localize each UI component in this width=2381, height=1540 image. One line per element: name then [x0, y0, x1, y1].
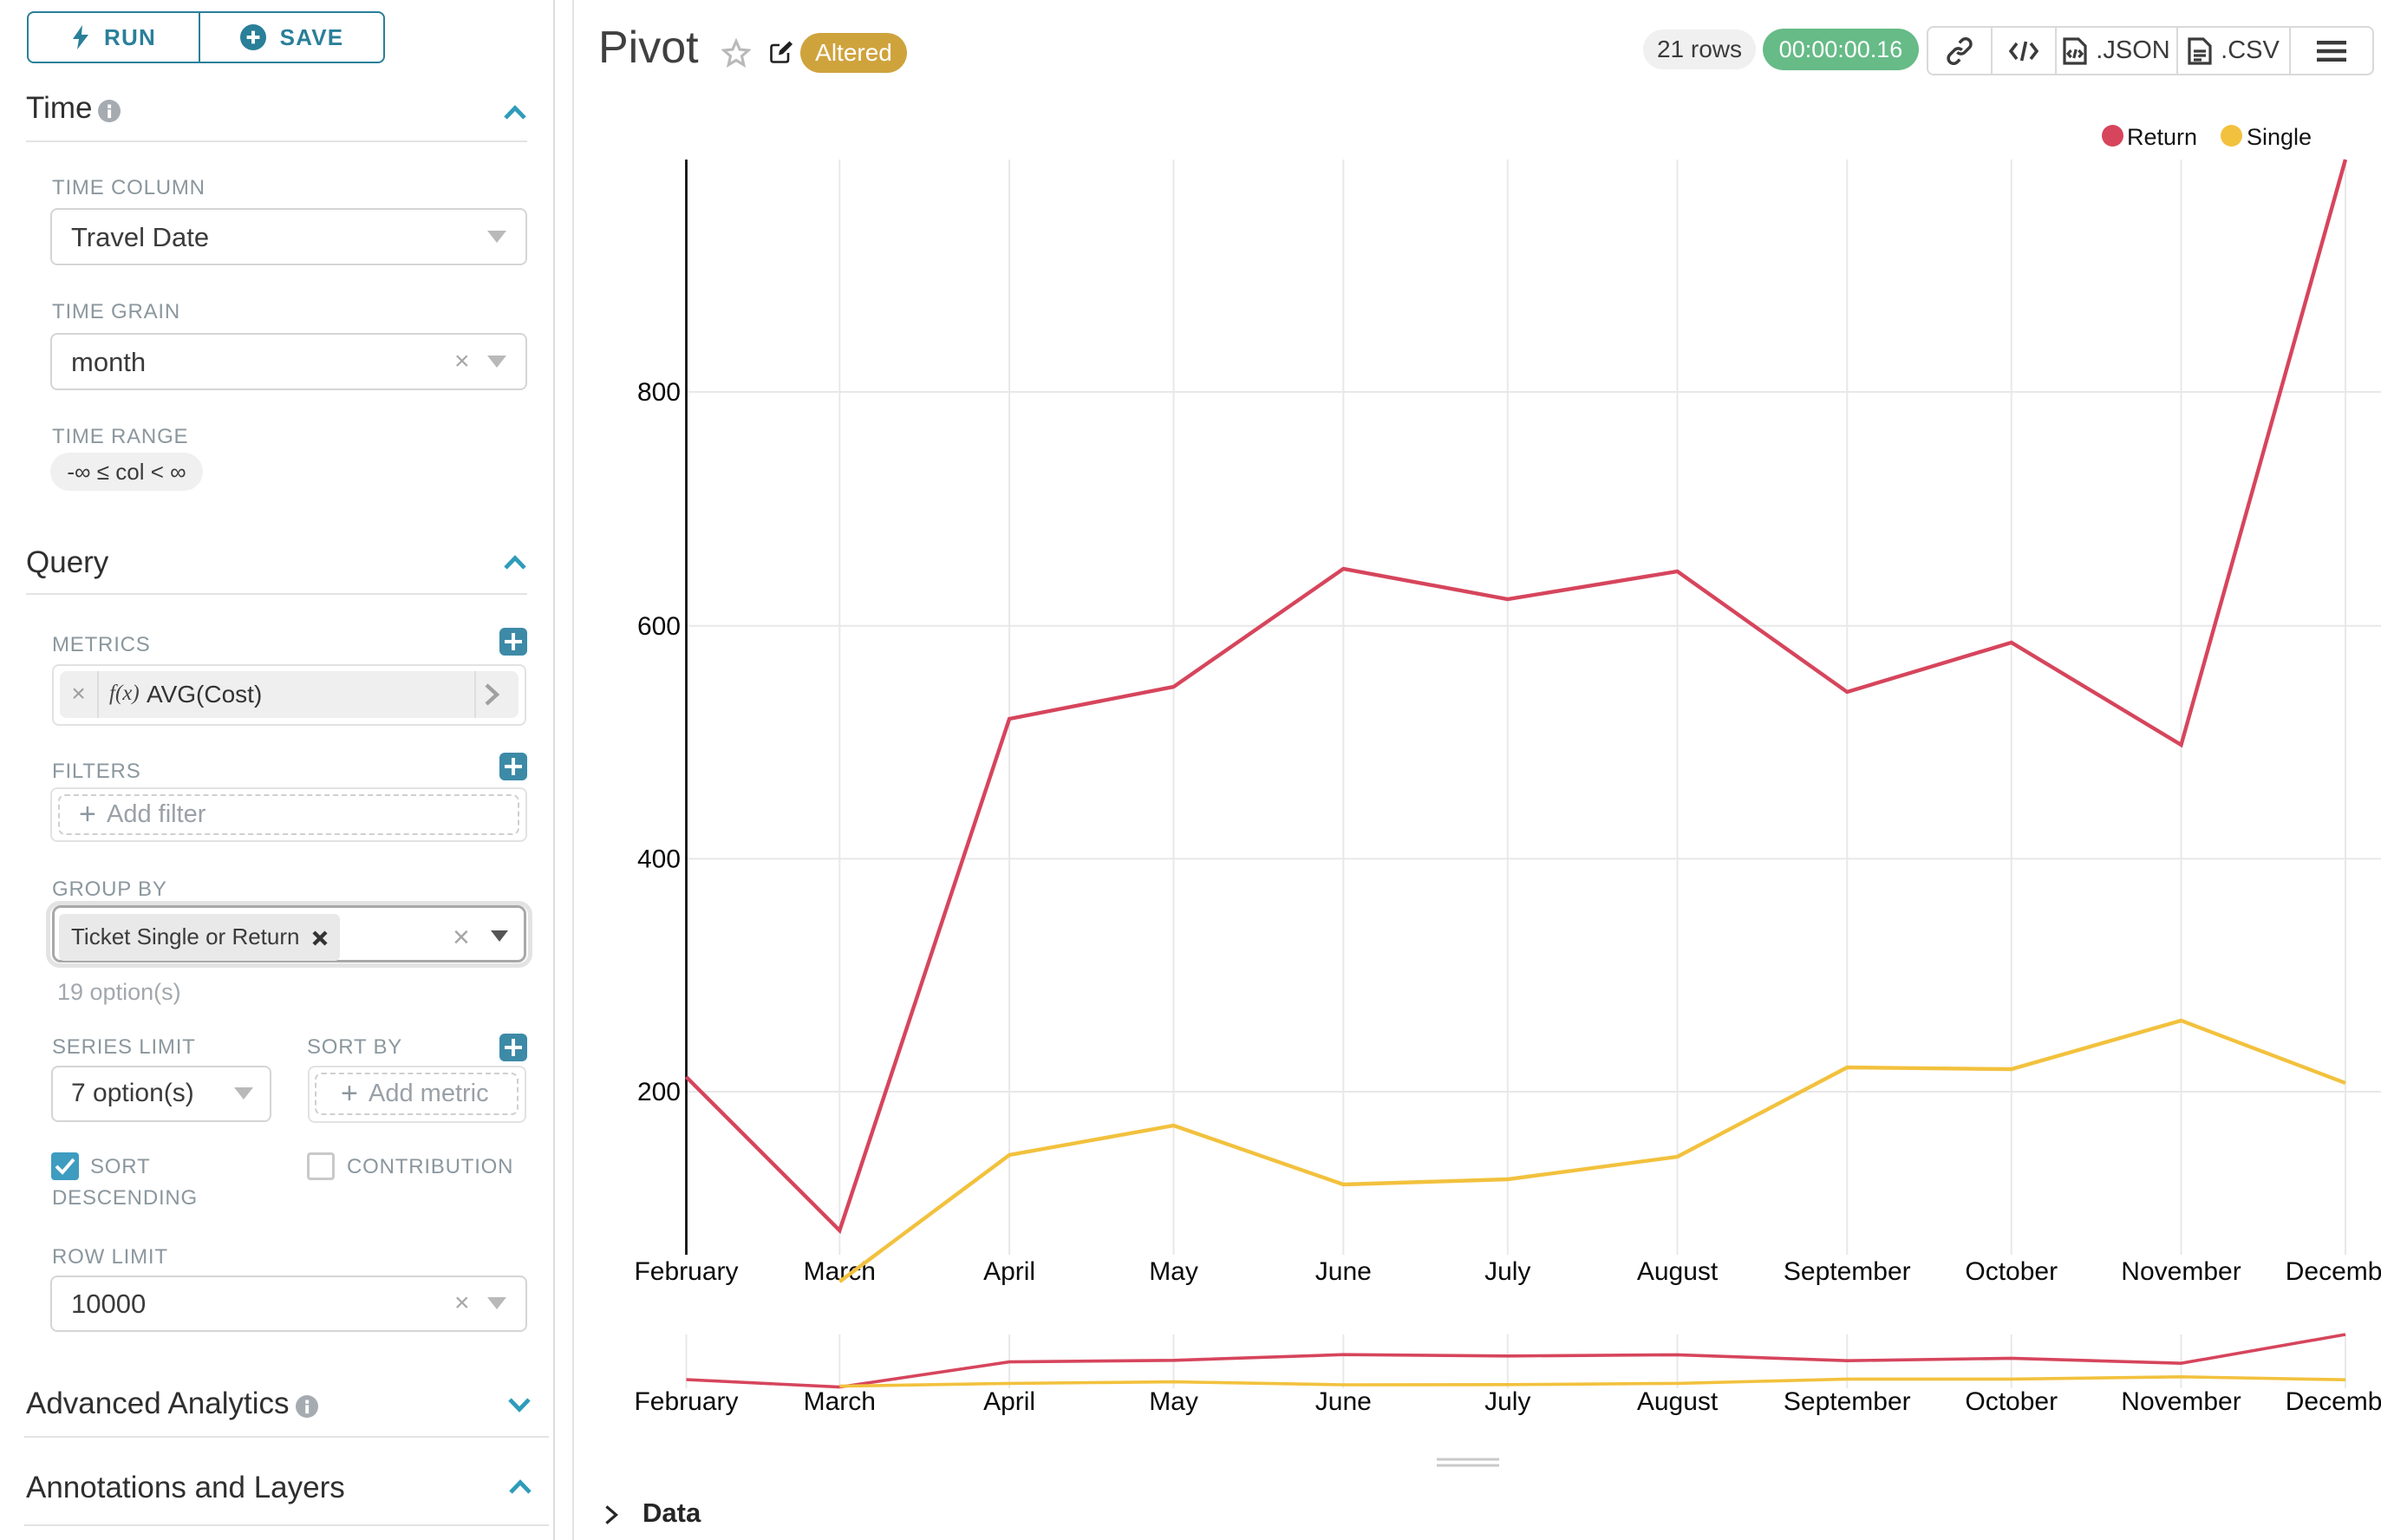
svg-text:July: July — [1484, 1387, 1530, 1416]
svg-text:April: April — [983, 1387, 1035, 1416]
svg-text:October: October — [1965, 1387, 2058, 1416]
svg-text:200: 200 — [637, 1078, 681, 1106]
svg-text:May: May — [1149, 1257, 1198, 1286]
svg-text:July: July — [1484, 1257, 1530, 1286]
svg-text:May: May — [1149, 1387, 1198, 1416]
svg-text:December: December — [2286, 1387, 2381, 1416]
svg-text:November: November — [2121, 1257, 2241, 1286]
svg-text:September: September — [1784, 1257, 1911, 1286]
svg-text:November: November — [2121, 1387, 2241, 1416]
svg-text:September: September — [1784, 1387, 1911, 1416]
svg-text:February: February — [634, 1387, 738, 1416]
svg-text:February: February — [634, 1257, 738, 1286]
svg-text:June: June — [1315, 1257, 1372, 1286]
svg-text:600: 600 — [637, 612, 681, 641]
svg-text:December: December — [2286, 1257, 2381, 1286]
svg-text:400: 400 — [637, 845, 681, 873]
svg-text:April: April — [983, 1257, 1035, 1286]
svg-text:August: August — [1637, 1387, 1719, 1416]
svg-text:August: August — [1637, 1257, 1719, 1286]
svg-text:October: October — [1965, 1257, 2058, 1286]
svg-text:800: 800 — [637, 378, 681, 407]
svg-text:June: June — [1315, 1387, 1372, 1416]
svg-text:March: March — [804, 1387, 876, 1416]
